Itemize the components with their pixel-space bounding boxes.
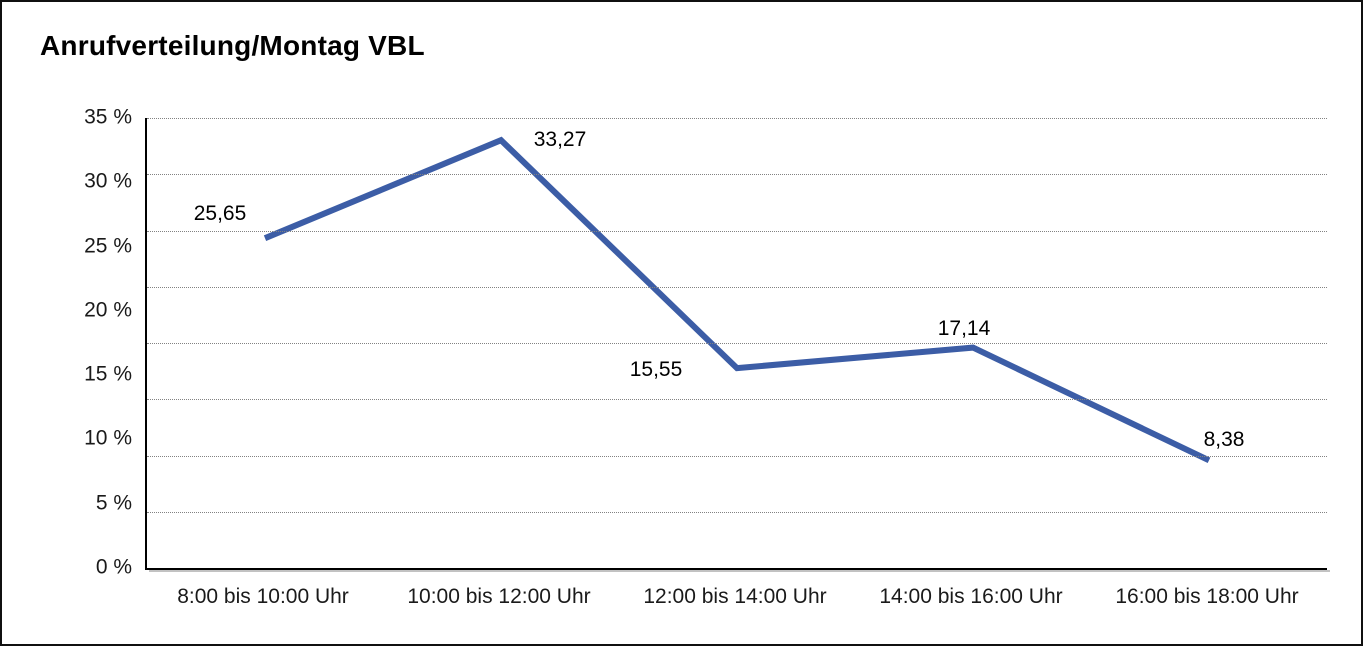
gridline (147, 511, 1327, 513)
line-series-svg (263, 136, 1211, 464)
y-axis-tick-label: 5 % (95, 491, 132, 515)
data-point-label: 17,14 (937, 316, 991, 340)
gridline (147, 455, 1327, 457)
gridline (147, 399, 1327, 401)
y-axis-tick-label: 30 % (84, 169, 132, 193)
gridline (147, 174, 1327, 176)
gridline (147, 230, 1327, 232)
x-axis-category-label: 14:00 bis 16:00 Uhr (879, 585, 1063, 608)
y-axis-tick-label: 20 % (84, 298, 132, 322)
x-axis-category-label: 16:00 bis 18:00 Uhr (1115, 585, 1299, 608)
plot-area: 25,65 33,27 15,55 17,14 8,38 (145, 118, 1330, 572)
data-point-label: 8,38 (1203, 428, 1245, 452)
gridline (147, 286, 1327, 288)
y-axis-tick-label: 15 % (84, 362, 132, 386)
y-axis-tick-label: 10 % (84, 426, 132, 450)
x-axis-category-label: 10:00 bis 12:00 Uhr (407, 585, 591, 608)
data-line (263, 136, 1211, 464)
y-axis-tick-label: 25 % (84, 234, 132, 258)
x-axis-category-label: 12:00 bis 14:00 Uhr (643, 585, 827, 608)
x-axis-category-label: 8:00 bis 10:00 Uhr (177, 585, 349, 608)
y-axis-tick-label: 35 % (84, 105, 132, 129)
data-point-label: 25,65 (193, 202, 247, 226)
gridline (147, 118, 1327, 119)
y-axis-labels: 0 % 5 % 10 % 15 % 20 % 25 % 30 % 35 % (2, 106, 132, 579)
data-point-label: 33,27 (533, 128, 587, 152)
y-axis-tick-label: 0 % (95, 555, 132, 579)
chart-title: Anrufverteilung/Montag VBL (40, 30, 425, 61)
data-point-label: 15,55 (629, 358, 683, 382)
x-axis-labels: 8:00 bis 10:00 Uhr 10:00 bis 12:00 Uhr 12:… (145, 585, 1325, 611)
gridline (147, 343, 1327, 344)
